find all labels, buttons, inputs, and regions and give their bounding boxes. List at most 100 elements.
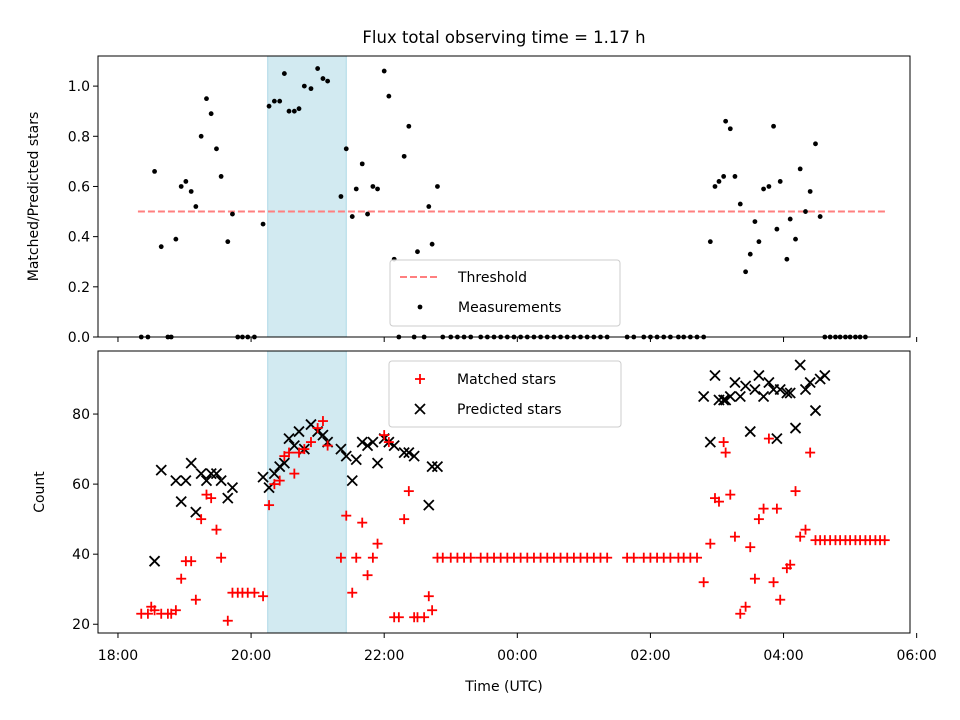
measurement-point xyxy=(797,166,803,172)
measurement-point xyxy=(803,209,808,214)
matched-star-point xyxy=(289,468,300,479)
measurement-point xyxy=(260,221,266,227)
top-y-tick-label: 0.4 xyxy=(68,230,90,246)
matched-legend-label: Matched stars xyxy=(457,372,556,388)
top-y-tick-label: 0.6 xyxy=(68,179,90,195)
predicted-star-point xyxy=(155,464,167,476)
top-y-tick-label: 0.8 xyxy=(68,129,90,145)
bottom-y-axis-label: Count xyxy=(32,471,48,513)
measurement-point xyxy=(747,251,753,257)
measurement-point xyxy=(813,141,818,147)
measurement-point xyxy=(435,184,440,189)
matched-star-point xyxy=(170,605,181,616)
measurement-point xyxy=(308,86,314,92)
matched-star-point xyxy=(216,552,227,563)
predicted-star-point xyxy=(423,499,435,511)
measurement-point xyxy=(325,78,331,84)
matched-star-point xyxy=(284,447,295,458)
matched-star-point xyxy=(705,538,716,549)
measurement-point xyxy=(774,226,780,232)
matched-star-point xyxy=(142,608,153,619)
measurement-point xyxy=(230,211,235,217)
predicted-star-points xyxy=(148,359,831,567)
matched-star-point xyxy=(264,500,275,511)
predicted-star-point xyxy=(278,457,290,469)
matched-star-point xyxy=(725,489,736,500)
matched-star-point xyxy=(771,503,782,514)
predicted-star-point xyxy=(403,446,415,459)
measurement-point xyxy=(266,103,272,109)
measurement-point xyxy=(707,239,713,245)
bottom-y-tick-label: 80 xyxy=(72,407,90,423)
predicted-star-point xyxy=(724,390,736,403)
measurement-point xyxy=(320,76,326,81)
measurement-point xyxy=(173,236,179,242)
measurement-point xyxy=(198,133,204,139)
predicted-star-point xyxy=(431,460,444,473)
measurement-point xyxy=(401,153,407,159)
bottom-legend: Matched stars Predicted stars xyxy=(388,360,622,428)
matched-star-point xyxy=(403,486,414,497)
predicted-star-point xyxy=(148,555,161,567)
measurement-point xyxy=(771,123,776,129)
predicted-star-point xyxy=(704,436,716,448)
matched-star-point xyxy=(176,573,187,584)
predicted-star-point xyxy=(734,390,746,403)
predicted-star-point xyxy=(210,467,223,480)
measurement-point xyxy=(225,239,231,245)
matched-star-point xyxy=(393,612,404,623)
measurement-point xyxy=(291,108,297,114)
top-y-tick-label: 0.2 xyxy=(68,280,90,296)
measurement-point xyxy=(716,179,722,184)
matched-star-point xyxy=(362,570,373,581)
predicted-star-point xyxy=(190,506,202,518)
measurement-point xyxy=(429,241,435,247)
matched-star-point xyxy=(795,531,806,542)
predicted-star-point xyxy=(257,471,269,483)
legend-plus-marker xyxy=(415,374,425,384)
measurement-point xyxy=(723,118,729,124)
measurement-point xyxy=(158,244,164,250)
matched-star-point xyxy=(628,552,639,563)
matched-star-point xyxy=(602,552,613,563)
matched-star-point xyxy=(305,437,316,448)
measurement-point xyxy=(817,214,823,219)
top-legend-box xyxy=(389,259,621,327)
measurement-point xyxy=(152,169,157,174)
measurements-legend-swatch xyxy=(417,304,423,310)
measurement-point xyxy=(787,216,793,222)
predicted-star-point xyxy=(718,394,730,406)
predicted-star-point xyxy=(771,432,783,445)
measurement-point xyxy=(315,66,321,71)
matched-star-point xyxy=(357,517,368,528)
matched-star-point xyxy=(347,587,358,598)
predicted-star-point xyxy=(784,387,796,399)
matched-star-point xyxy=(269,479,280,490)
measurement-point xyxy=(353,186,359,192)
matched-star-point xyxy=(805,447,816,458)
matched-star-point xyxy=(749,573,760,584)
bottom-axis-ticks: 20 40 60 80 18:00 20:00 22:00 00:00 02:00 04:00 06… xyxy=(72,407,937,664)
matched-star-point xyxy=(190,594,201,605)
bottom-y-tick-label: 20 xyxy=(72,617,90,633)
measurement-point xyxy=(296,106,302,112)
measurement-point xyxy=(349,214,355,219)
predicted-star-point xyxy=(789,422,802,434)
measurement-point xyxy=(208,111,214,117)
measurement-point xyxy=(178,184,184,189)
matched-star-point xyxy=(351,552,362,563)
matched-star-point xyxy=(211,524,222,535)
count-panel: 20 40 60 80 18:00 20:00 22:00 00:00 02:00 04:00 06… xyxy=(32,350,937,695)
measurement-point xyxy=(406,123,412,129)
bottom-highlight-band xyxy=(267,350,347,634)
predicted-star-point xyxy=(205,467,217,480)
predicted-star-point xyxy=(283,432,295,445)
measurements-legend-label: Measurements xyxy=(458,300,561,316)
predicted-star-point xyxy=(317,429,329,441)
x-tick-label: 00:00 xyxy=(497,648,537,664)
predicted-star-point xyxy=(809,404,822,417)
matched-star-point xyxy=(419,612,430,623)
matched-star-point xyxy=(383,437,394,448)
matched-star-point xyxy=(692,552,703,563)
